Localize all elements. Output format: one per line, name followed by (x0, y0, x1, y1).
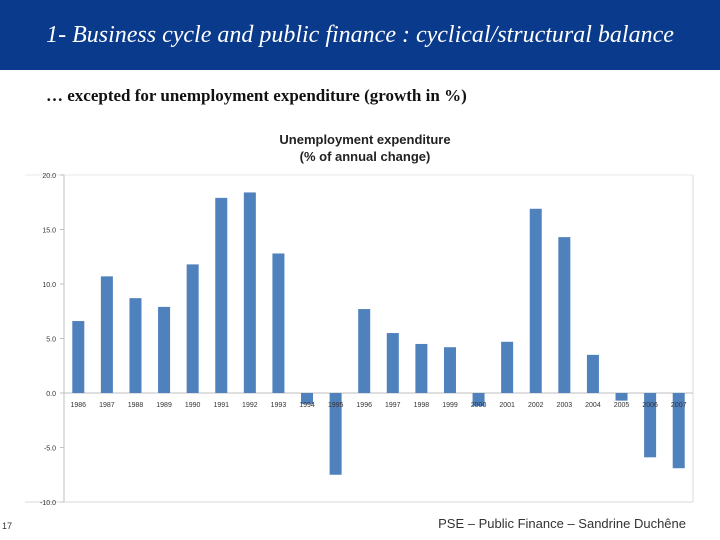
y-tick-label: 5.0 (46, 337, 56, 344)
bar-series (72, 192, 685, 475)
x-tick-label: 2002 (528, 402, 544, 409)
bar-2002 (529, 208, 542, 393)
x-tick-label: 1996 (356, 402, 372, 409)
bar-1991 (215, 197, 228, 393)
x-tick-label: 1990 (185, 402, 201, 409)
bar-1999 (443, 347, 456, 393)
bar-chart: Unemployment expenditure (% of annual ch… (25, 132, 694, 507)
bar-2003 (558, 237, 571, 393)
bar-1997 (386, 333, 399, 393)
x-tick-label: 2001 (499, 402, 515, 409)
y-tick-label: 15.0 (42, 228, 56, 235)
x-tick-label: 1998 (414, 402, 430, 409)
chart-subtitle: (% of annual change) (300, 149, 431, 164)
bar-2001 (501, 341, 514, 393)
x-tick-label: 1997 (385, 402, 401, 409)
x-tick-label: 1994 (299, 402, 315, 409)
slide-subtitle: … excepted for unemployment expenditure … (46, 86, 467, 105)
footer-credit: PSE – Public Finance – Sandrine Duchêne (438, 516, 686, 531)
x-tick-label: 1993 (271, 402, 287, 409)
bar-1992 (243, 192, 256, 393)
x-tick-label: 2003 (557, 402, 573, 409)
y-tick-label: 0.0 (46, 391, 56, 398)
y-tick-label: -10.0 (40, 500, 56, 507)
y-tick-label: 20.0 (42, 173, 56, 180)
x-tick-label: 2005 (614, 402, 630, 409)
page-number: 17 (2, 521, 13, 531)
bar-1993 (272, 253, 285, 393)
x-tick-label: 2006 (642, 402, 658, 409)
x-tick-label: 1988 (128, 402, 144, 409)
x-tick-label: 1995 (328, 402, 344, 409)
bar-1988 (129, 298, 142, 393)
slide-title: 1- Business cycle and public finance : c… (46, 22, 674, 48)
x-tick-label: 1992 (242, 402, 258, 409)
bar-1989 (158, 306, 171, 393)
bar-1995 (329, 393, 342, 475)
chart-container: Unemployment expenditure (% of annual ch… (0, 120, 720, 515)
x-axis-labels: 1986 1987 1988 1989 1990 1991 1992 1993 1994 1995… (71, 402, 687, 409)
bar-2006 (644, 393, 657, 458)
x-tick-label: 2000 (471, 402, 487, 409)
chart-title: Unemployment expenditure (279, 132, 450, 147)
bar-1998 (415, 343, 428, 393)
x-tick-label: 1989 (156, 402, 172, 409)
x-tick-label: 1991 (213, 402, 229, 409)
y-tick-label: -5.0 (44, 446, 56, 453)
bar-1986 (72, 321, 85, 393)
bar-2000 (472, 393, 485, 407)
x-tick-label: 1987 (99, 402, 115, 409)
slide-header: 1- Business cycle and public finance : c… (0, 0, 720, 70)
x-tick-label: 1986 (71, 402, 87, 409)
x-tick-label: 1999 (442, 402, 458, 409)
x-tick-label: 2007 (671, 402, 687, 409)
x-tick-label: 2004 (585, 402, 601, 409)
y-tick-label: 10.0 (42, 282, 56, 289)
bar-2007 (672, 393, 685, 469)
bar-1996 (358, 309, 371, 393)
bar-1990 (186, 264, 199, 393)
bar-1987 (100, 276, 113, 393)
bar-2004 (586, 354, 599, 393)
bar-2005 (615, 393, 628, 401)
bar-1994 (301, 393, 314, 404)
